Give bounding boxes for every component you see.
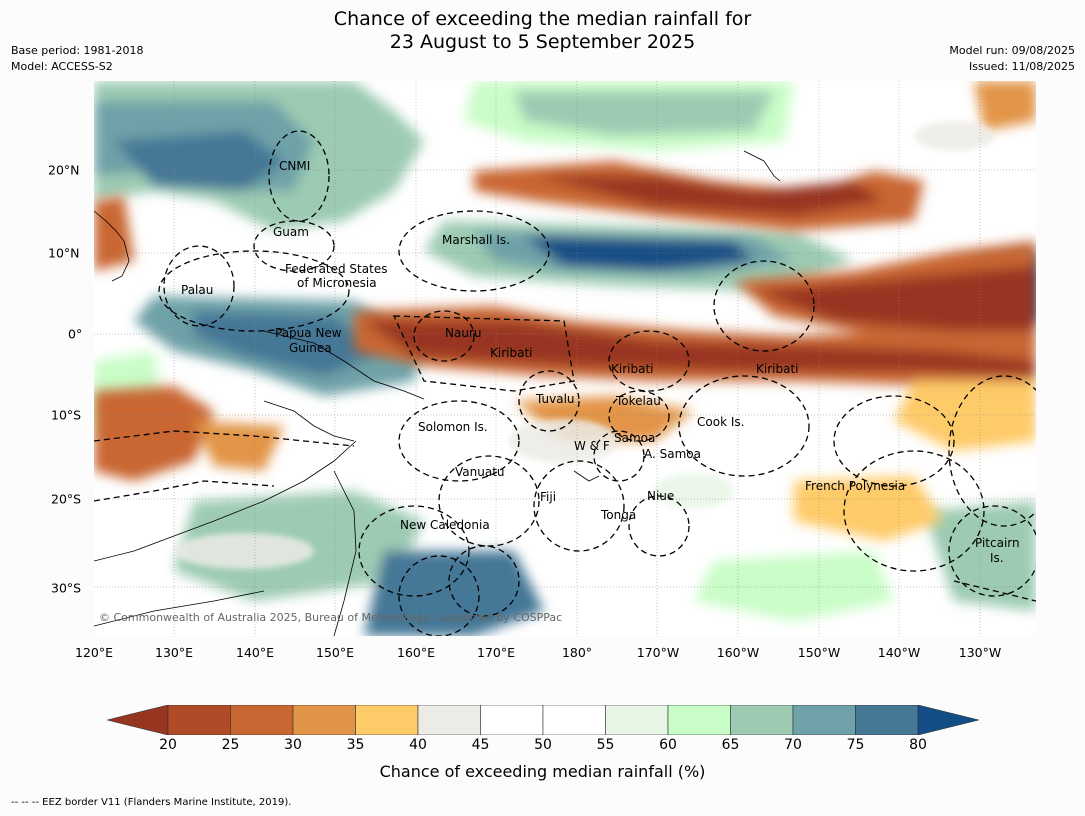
label-cook-is: Cook Is.: [697, 415, 744, 429]
label-cnmi: CNMI: [279, 159, 310, 173]
graticule: [94, 81, 1036, 636]
title-line-1: Chance of exceeding the median rainfall …: [333, 8, 752, 30]
coastlines: [94, 150, 781, 636]
colorbar-tick-label: 35: [346, 737, 365, 753]
colorbar-tick-label: 25: [221, 737, 240, 753]
x-tick-170e: 170°E: [476, 645, 516, 660]
colorbar-extend-high: [917, 705, 979, 735]
colorbar-segment: [167, 705, 231, 735]
label-kiribati-central: Kiribati: [611, 362, 653, 376]
x-tick-140w: 140°W: [877, 645, 921, 660]
anomaly-field-wet: [94, 81, 1036, 636]
x-tick-180: 180°: [561, 645, 593, 660]
meta-right: Model run: 09/08/2025 Issued: 11/08/2025: [949, 43, 1075, 75]
colorbar-tick-label: 80: [909, 737, 927, 753]
y-tick-20s: 20°S: [51, 491, 82, 507]
x-tick-150w: 150°W: [797, 645, 841, 660]
colorbar-segment: [730, 705, 794, 735]
label-wallis-futuna: W & F: [574, 439, 610, 453]
colorbar-tick-label: 70: [784, 737, 802, 753]
colorbar-tick-label: 55: [596, 737, 615, 753]
colorbar-tick-label: 65: [721, 737, 740, 753]
label-fsm-line1: Federated States: [285, 262, 387, 276]
label-samoa: Samoa: [614, 431, 655, 445]
x-tick-170w: 170°W: [636, 645, 680, 660]
label-pitcairn-line2: Is.: [990, 551, 1004, 565]
label-french-polynesia: French Polynesia: [805, 479, 905, 493]
label-new-caledonia: New Caledonia: [400, 518, 490, 532]
y-tick-0: 0°: [68, 326, 83, 342]
place-labels: CNMI Guam Marshall Is. Federated States …: [181, 159, 1020, 565]
label-png-line1: Papua New: [275, 326, 342, 340]
colorbar-tick-label: 20: [159, 737, 177, 753]
label-pitcairn-line1: Pitcairn: [975, 536, 1020, 550]
anomaly-field-neutral: [174, 121, 994, 569]
copyright-text: © Commonwealth of Australia 2025, Bureau…: [99, 611, 562, 624]
model-run: Model run: 09/08/2025: [949, 44, 1075, 57]
colorbar-tick-label: 30: [284, 737, 302, 753]
label-guam: Guam: [273, 225, 309, 239]
label-palau: Palau: [181, 283, 213, 297]
label-nauru: Nauru: [445, 326, 481, 340]
colorbar-tick-label: 50: [534, 737, 552, 753]
eez-borders: [94, 130, 1036, 636]
map-title: Chance of exceeding the median rainfall …: [0, 8, 1085, 54]
label-kiribati-west: Kiribati: [490, 346, 532, 360]
issued-date: Issued: 11/08/2025: [968, 60, 1075, 73]
colorbar-segment: [667, 705, 731, 735]
label-tuvalu: Tuvalu: [535, 392, 575, 406]
colorbar-segment: [417, 705, 481, 735]
colorbar-tick-label: 75: [846, 737, 865, 753]
colorbar-segment: [855, 705, 919, 735]
rainfall-map: CNMI Guam Marshall Is. Federated States …: [94, 81, 1036, 636]
model-name: Model: ACCESS-S2: [11, 60, 113, 73]
label-tonga: Tonga: [600, 508, 636, 522]
label-tokelau: Tokelau: [615, 394, 661, 408]
y-tick-10s: 10°S: [51, 407, 82, 423]
label-solomon-is: Solomon Is.: [418, 420, 488, 434]
label-marshall-is: Marshall Is.: [442, 233, 510, 247]
x-tick-120e: 120°E: [74, 645, 114, 660]
colorbar-segment: [605, 705, 669, 735]
map-canvas: CNMI Guam Marshall Is. Federated States …: [94, 81, 1036, 636]
label-american-samoa: A. Samoa: [644, 447, 701, 461]
colorbar-segment: [355, 705, 419, 735]
colorbar-tick-label: 45: [471, 737, 490, 753]
label-fsm-line2: of Micronesia: [297, 276, 377, 290]
colorbar-segment: [230, 705, 294, 735]
colorbar-segment: [480, 705, 544, 735]
label-png-line2: Guinea: [289, 341, 332, 355]
x-tick-150e: 150°E: [315, 645, 355, 660]
x-tick-160e: 160°E: [396, 645, 436, 660]
label-niue: Niue: [647, 489, 674, 503]
colorbar: [107, 705, 979, 735]
y-tick-30s: 30°S: [51, 580, 82, 596]
x-tick-130w: 130°W: [958, 645, 1002, 660]
colorbar-label: Chance of exceeding median rainfall (%): [379, 762, 706, 781]
eez-footnote: -- -- -- EEZ border V11 (Flanders Marine…: [11, 797, 292, 808]
colorbar-segment: [292, 705, 356, 735]
colorbar-tick-label: 60: [659, 737, 677, 753]
x-tick-140e: 140°E: [235, 645, 275, 660]
title-line-2: 23 August to 5 September 2025: [389, 31, 696, 53]
colorbar-tick-label: 40: [409, 737, 427, 753]
y-tick-10n: 10°N: [48, 245, 80, 261]
x-tick-130e: 130°E: [154, 645, 194, 660]
colorbar-segment: [542, 705, 606, 735]
base-period: Base period: 1981-2018: [11, 44, 144, 57]
label-vanuatu: Vanuatu: [455, 465, 505, 479]
colorbar-extend-low: [107, 705, 169, 735]
label-fiji: Fiji: [540, 490, 556, 504]
x-tick-160w: 160°W: [716, 645, 760, 660]
label-kiribati-east: Kiribati: [756, 362, 798, 376]
y-tick-20n: 20°N: [48, 162, 80, 178]
meta-left: Base period: 1981-2018 Model: ACCESS-S2: [11, 43, 143, 75]
colorbar-segment: [792, 705, 856, 735]
